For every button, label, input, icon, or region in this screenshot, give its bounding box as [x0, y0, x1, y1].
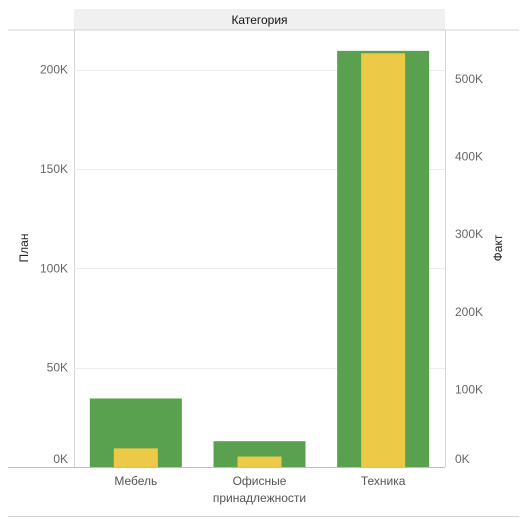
category-label: Мебель — [114, 474, 157, 488]
bar-fact — [113, 448, 158, 467]
right-tick-label: 500K — [455, 72, 483, 86]
category-label: Офисные — [233, 474, 287, 488]
left-tick-label: 50K — [47, 361, 68, 375]
right-tick-label: 100K — [455, 382, 483, 396]
bar-fact — [237, 456, 282, 467]
bars — [89, 50, 430, 468]
bar-fact — [361, 53, 406, 467]
left-tick-label: 100K — [40, 261, 68, 275]
header-band — [74, 9, 445, 30]
category-label: принадлежности — [213, 491, 306, 505]
right-tick-label: 200K — [455, 305, 483, 319]
left-tick-label: 150K — [40, 162, 68, 176]
category-labels: Мебель Офисные принадлежности Техника — [114, 474, 405, 505]
left-tick-label: 200K — [40, 63, 68, 77]
right-axis-title: Факт — [491, 234, 505, 261]
category-label: Техника — [361, 474, 406, 488]
right-tick-label: 0K — [455, 452, 470, 466]
header-title: Категория — [231, 13, 287, 27]
left-axis-ticks: 0K 50K 100K 150K 200K — [40, 63, 68, 466]
right-tick-label: 300K — [455, 227, 483, 241]
left-tick-label: 0K — [53, 452, 68, 466]
left-axis-title: План — [17, 234, 31, 263]
right-tick-label: 400K — [455, 150, 483, 164]
right-axis-ticks: 0K 100K 200K 300K 400K 500K — [455, 72, 483, 466]
